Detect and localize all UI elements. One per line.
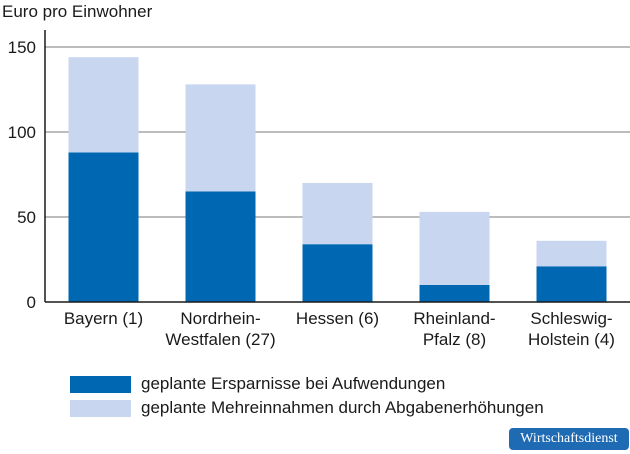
- stacked-bar-chart: 0 50 100 150 Bayern (1) Nordrhein-Westfalen (…: [8, 30, 630, 349]
- y-tick-label-0: 0: [27, 293, 36, 312]
- y-tick-label-150: 150: [8, 38, 36, 57]
- bar-1-series-0: [185, 191, 256, 302]
- bar-1-series-1: [185, 84, 256, 192]
- bar-4-series-1: [536, 240, 607, 267]
- bar-2-series-0: [302, 244, 373, 302]
- bar-4-series-0: [536, 266, 607, 302]
- x-tick-label-2: Hessen (6): [296, 309, 379, 328]
- bar-0-series-0: [68, 152, 139, 302]
- legend-item-revenue: geplante Mehreinnahmen durch Abgabenerhö…: [70, 396, 544, 420]
- legend-swatch-revenue: [70, 399, 131, 417]
- x-tick-label-1: Nordrhein-Westfalen (27): [165, 309, 275, 349]
- bar-3-series-1: [419, 211, 490, 285]
- y-tick-label-50: 50: [17, 208, 36, 227]
- y-tick-label-100: 100: [8, 123, 36, 142]
- x-tick-label-4: Schleswig-Holstein (4): [528, 309, 615, 349]
- wirtschaftsdienst-logo: Wirtschaftsdienst: [509, 428, 629, 450]
- x-tick-label-0: Bayern (1): [64, 309, 143, 328]
- legend-item-savings: geplante Ersparnisse bei Aufwendungen: [70, 372, 544, 396]
- y-axis-title: Euro pro Einwohner: [2, 2, 153, 21]
- bar-3-series-0: [419, 285, 490, 302]
- legend: geplante Ersparnisse bei Aufwendungen ge…: [70, 372, 544, 420]
- bar-2-series-1: [302, 183, 373, 245]
- bar-0-series-1: [68, 57, 139, 153]
- legend-swatch-savings: [70, 375, 131, 393]
- x-tick-label-3: Rheinland-Pfalz (8): [413, 309, 495, 349]
- legend-label-savings: geplante Ersparnisse bei Aufwendungen: [141, 374, 446, 393]
- legend-label-revenue: geplante Mehreinnahmen durch Abgabenerhö…: [141, 398, 544, 417]
